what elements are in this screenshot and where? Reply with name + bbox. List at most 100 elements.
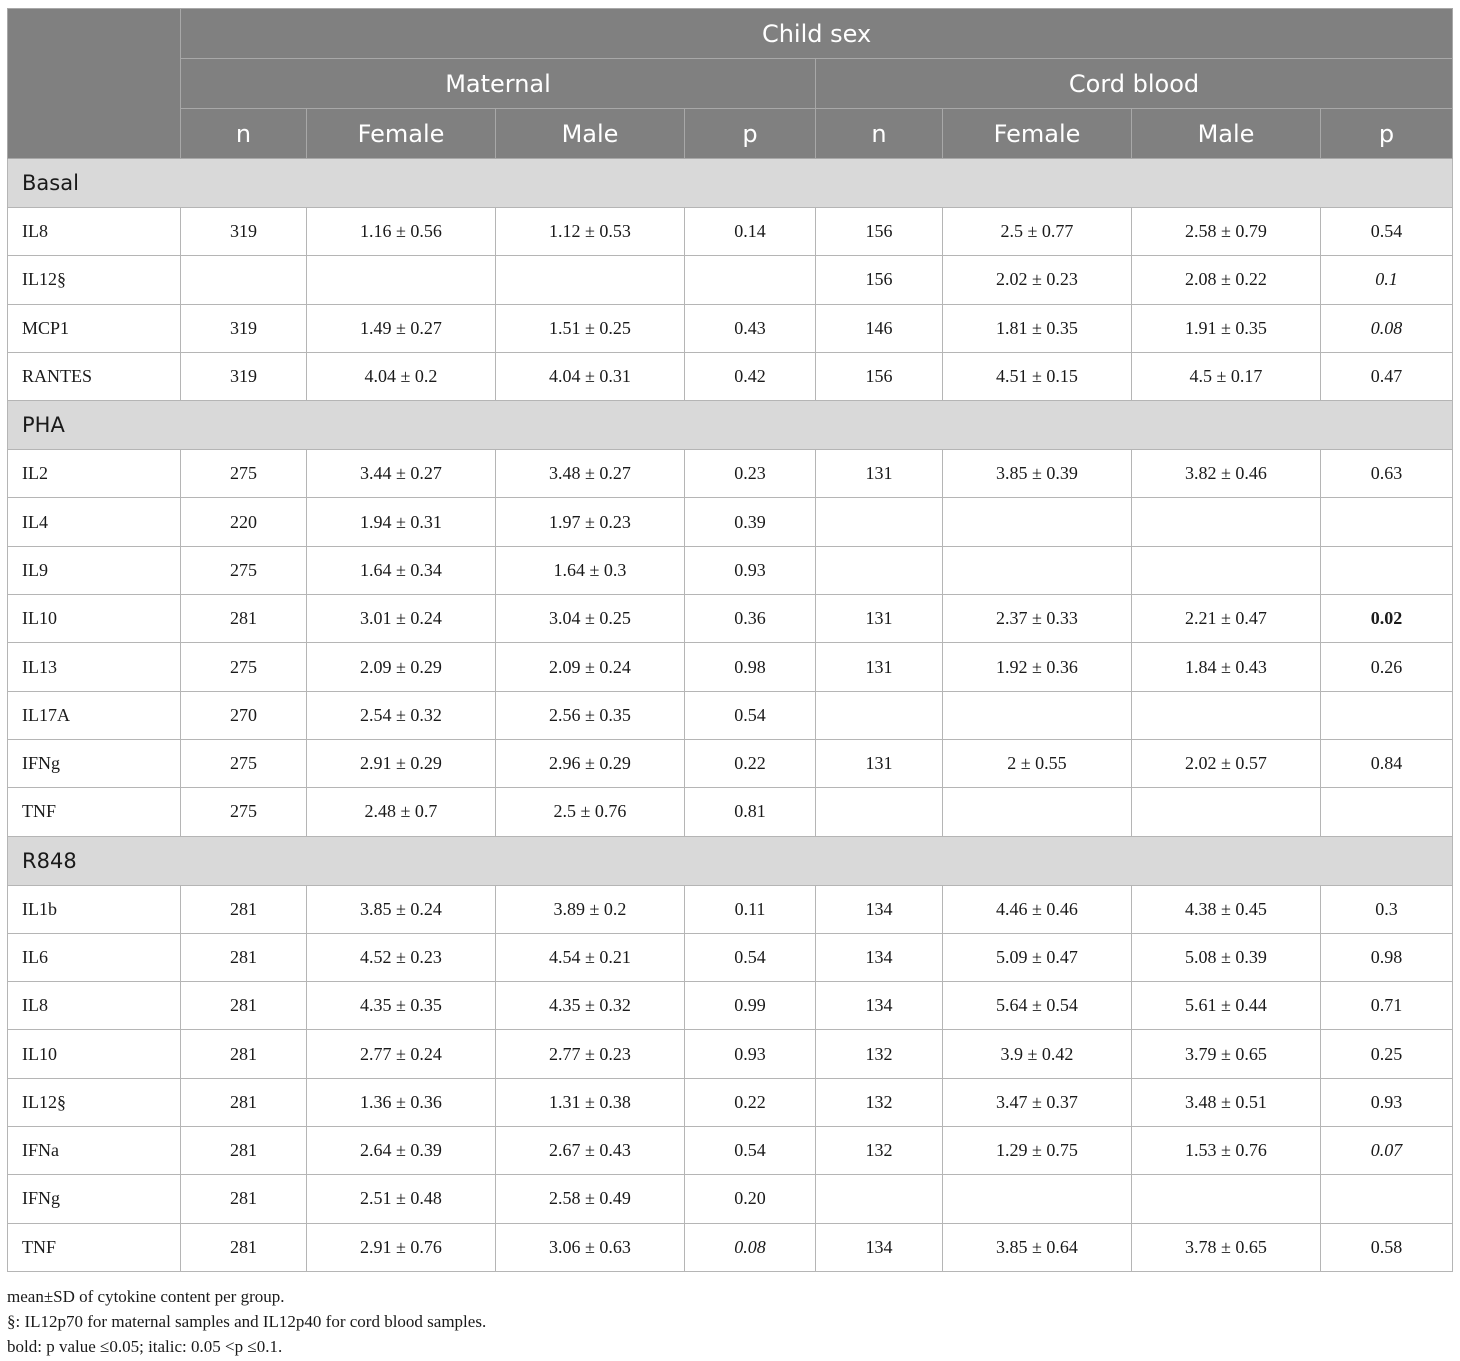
table-cell: 2.5 ± 0.77 — [942, 206, 1132, 257]
table-cell: 134 — [815, 884, 943, 934]
table-cell: 0.43 — [684, 303, 816, 353]
table-cell: 275 — [180, 787, 307, 837]
table-cell: 0.93 — [684, 1029, 816, 1079]
table-cell: 4.04 ± 0.2 — [306, 351, 496, 402]
table-cell: 4.52 ± 0.23 — [306, 932, 496, 983]
column-header-male-cord: Male — [1131, 108, 1321, 159]
table-cell: 1.31 ± 0.38 — [495, 1077, 685, 1128]
table-cell: 0.98 — [1319, 932, 1454, 983]
cytokine-label: IL12§ — [7, 255, 181, 305]
table-cell — [1131, 497, 1321, 547]
table-cell — [1131, 787, 1321, 837]
section-row: PHA — [6, 400, 1454, 451]
table-cell: 2.09 ± 0.29 — [306, 642, 496, 692]
table-cell: 4.04 ± 0.31 — [495, 351, 685, 402]
table-row: IL1b 281 3.85 ± 0.24 3.89 ± 0.2 0.11 134 4.46 … — [7, 884, 1454, 934]
table-cell — [942, 1174, 1132, 1224]
table-cell: 319 — [180, 351, 307, 402]
table-row: IL2 275 3.44 ± 0.27 3.48 ± 0.27 0.23 131 3.85 … — [7, 449, 1454, 499]
column-header-female-cord: Female — [942, 108, 1132, 159]
table-row: IL13 275 2.09 ± 0.29 2.09 ± 0.24 0.98 131 1.92… — [7, 642, 1454, 692]
cytokine-label: IFNg — [7, 738, 181, 789]
cytokine-label: IL9 — [7, 545, 181, 596]
table-cell — [684, 255, 816, 305]
cytokine-table: Child sex Maternal Cord blood n Female M… — [6, 8, 1454, 1272]
section-title: PHA — [6, 400, 1454, 451]
cytokine-label: IL10 — [7, 1029, 181, 1079]
table-row: TNF 275 2.48 ± 0.7 2.5 ± 0.76 0.81 — [7, 787, 1454, 837]
table-cell: 3.04 ± 0.25 — [495, 594, 685, 644]
footnote-il12: §: IL12p70 for maternal samples and IL12… — [7, 1312, 487, 1331]
table-cell: 1.64 ± 0.3 — [495, 545, 685, 596]
table-cell: 0.14 — [684, 206, 816, 257]
table-cell: 3.9 ± 0.42 — [942, 1029, 1132, 1079]
table-cell: 2.96 ± 0.29 — [495, 738, 685, 789]
table-cell: 2.67 ± 0.43 — [495, 1126, 685, 1176]
table-cell: 0.08 — [684, 1222, 816, 1272]
table-cell: 1.29 ± 0.75 — [942, 1126, 1132, 1176]
cytokine-label: IL12§ — [7, 1077, 181, 1128]
table-cell: 3.47 ± 0.37 — [942, 1077, 1132, 1128]
table-cell: 0.07 — [1319, 1126, 1454, 1176]
table-cell: 2.58 ± 0.49 — [495, 1174, 685, 1224]
table-cell: 4.46 ± 0.46 — [942, 884, 1132, 934]
table-cell: 5.61 ± 0.44 — [1131, 981, 1321, 1031]
table-cell: 1.97 ± 0.23 — [495, 497, 685, 547]
table-cell: 1.94 ± 0.31 — [306, 497, 496, 547]
table-cell: 1.51 ± 0.25 — [495, 303, 685, 353]
table-cell — [942, 545, 1132, 596]
table-cell: 1.91 ± 0.35 — [1131, 303, 1321, 353]
table-cell: 1.36 ± 0.36 — [306, 1077, 496, 1128]
table-cell: 5.09 ± 0.47 — [942, 932, 1132, 983]
table-cell: 281 — [180, 932, 307, 983]
table-cell: 3.06 ± 0.63 — [495, 1222, 685, 1272]
table-cell: 134 — [815, 1222, 943, 1272]
footnote-formatting: bold: p value ≤0.05; italic: 0.05 <p ≤0.… — [7, 1337, 283, 1356]
table-cell: 2.77 ± 0.24 — [306, 1029, 496, 1079]
table-cell — [1131, 545, 1321, 596]
cytokine-label: IL13 — [7, 642, 181, 692]
cytokine-label: IL10 — [7, 594, 181, 644]
section-title: R848 — [6, 835, 1454, 886]
table-cell: 0.99 — [684, 981, 816, 1031]
table-cell: 319 — [180, 303, 307, 353]
table-cell — [1319, 1174, 1454, 1224]
cytokine-label: IL8 — [7, 981, 181, 1031]
cytokine-label: IL2 — [7, 449, 181, 499]
column-header-n-cord: n — [815, 108, 943, 159]
table-cell: 2.64 ± 0.39 — [306, 1126, 496, 1176]
cytokine-label: TNF — [7, 787, 181, 837]
table-footnotes: mean±SD of cytokine content per group. §… — [7, 1284, 486, 1359]
table-cell: 132 — [815, 1029, 943, 1079]
table-cell: 2.08 ± 0.22 — [1131, 255, 1321, 305]
table-cell: 3.78 ± 0.65 — [1131, 1222, 1321, 1272]
table-cell — [1319, 787, 1454, 837]
table-cell: 0.93 — [1319, 1077, 1454, 1128]
section-row: R848 — [6, 835, 1454, 886]
table-cell: 275 — [180, 449, 307, 499]
table-row: IL4 220 1.94 ± 0.31 1.97 ± 0.23 0.39 — [7, 497, 1454, 547]
table-cell: 281 — [180, 1126, 307, 1176]
table-row: IFNa 281 2.64 ± 0.39 2.67 ± 0.43 0.54 132 1.29… — [7, 1126, 1454, 1176]
table-cell: 3.85 ± 0.24 — [306, 884, 496, 934]
cytokine-label: IFNa — [7, 1126, 181, 1176]
table-cell: 2.37 ± 0.33 — [942, 594, 1132, 644]
table-cell — [942, 690, 1132, 740]
table-row: IFNg 275 2.91 ± 0.29 2.96 ± 0.29 0.22 131 2 ± … — [7, 738, 1454, 789]
table-row: IL12§ 281 1.36 ± 0.36 1.31 ± 0.38 0.22 132 3.4… — [7, 1077, 1454, 1128]
table-cell — [495, 255, 685, 305]
table-cell: 0.42 — [684, 351, 816, 402]
table-cell: 4.35 ± 0.32 — [495, 981, 685, 1031]
table-cell: 0.20 — [684, 1174, 816, 1224]
table-cell: 4.35 ± 0.35 — [306, 981, 496, 1031]
cytokine-label: RANTES — [7, 351, 181, 402]
table-cell: 4.5 ± 0.17 — [1131, 351, 1321, 402]
cytokine-label: MCP1 — [7, 303, 181, 353]
table-cell: 2.02 ± 0.57 — [1131, 738, 1321, 789]
table-cell: 270 — [180, 690, 307, 740]
table-cell: 131 — [815, 642, 943, 692]
table-cell: 131 — [815, 449, 943, 499]
table-cell: 0.11 — [684, 884, 816, 934]
table-cell: 2.51 ± 0.48 — [306, 1174, 496, 1224]
cytokine-label: IFNg — [7, 1174, 181, 1224]
